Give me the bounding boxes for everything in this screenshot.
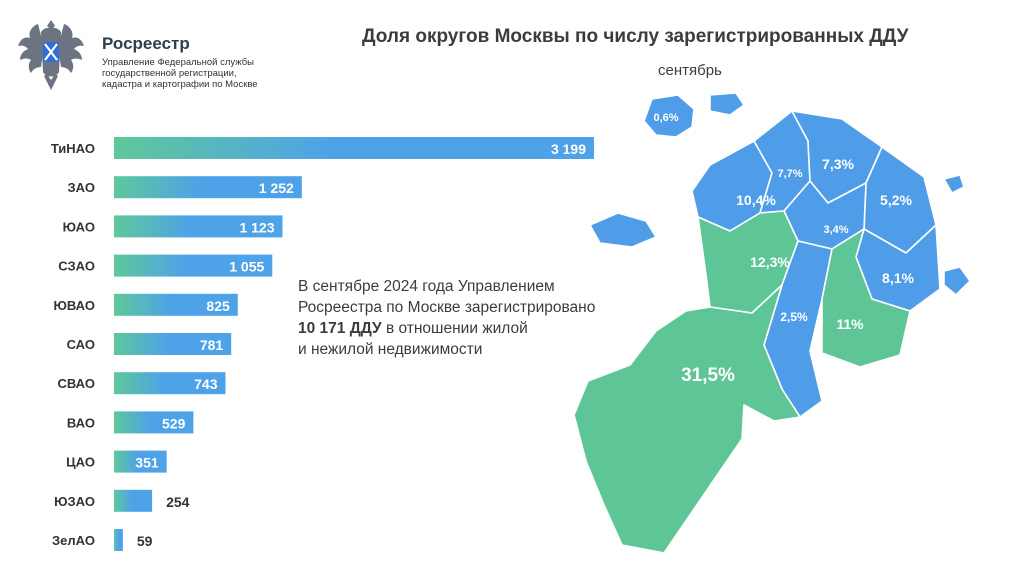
moscow-districts-map: 0,6% 7,7% 7,3% 10,4% 5,2% 3,4% 12,3% 8,1% 2,5% 11… — [573, 92, 971, 554]
rosreestr-emblem-logo — [18, 20, 84, 90]
map-share-label: 0,6% — [653, 112, 678, 124]
bar — [114, 215, 283, 238]
chart-title: Доля округов Москвы по числу зарегистрир… — [362, 26, 909, 47]
map-share-label: 5,2% — [880, 192, 912, 208]
note-line: 10 171 ДДУ в отношении жилой — [298, 318, 658, 339]
map-share-label: 11% — [836, 316, 864, 332]
brand-sub-line: Управление Федеральной службы — [102, 57, 254, 68]
category-label: ВАО — [67, 415, 95, 430]
map-island — [943, 266, 971, 296]
category-label: ЮЗАО — [54, 494, 95, 509]
map-share-label: 7,7% — [777, 168, 802, 180]
map-share-label: 3,4% — [823, 224, 848, 236]
brand-sub-line: кадастра и картографии по Москве — [102, 79, 258, 90]
category-label: САО — [67, 337, 95, 352]
category-label: СЗАО — [58, 259, 95, 274]
map-region-zelao — [643, 94, 695, 138]
category-label: СВАО — [58, 376, 95, 391]
summary-note: В сентябре 2024 года Управлением Росреес… — [298, 276, 658, 360]
map-share-label: 31,5% — [681, 365, 735, 386]
category-label: ЦАО — [66, 455, 95, 470]
map-share-label: 8,1% — [882, 270, 914, 286]
note-total: 10 171 ДДУ — [298, 320, 382, 337]
value-label: 529 — [162, 415, 186, 431]
map-region-uao — [821, 228, 911, 368]
category-label: ЮАО — [63, 219, 95, 234]
category-label: ТиНАО — [51, 141, 95, 156]
value-label: 743 — [194, 376, 218, 392]
value-label: 1 123 — [239, 219, 274, 235]
bar — [114, 333, 232, 355]
bar — [114, 176, 302, 199]
note-line: Росреестра по Москве зарегистрировано — [298, 299, 596, 316]
value-label: 254 — [166, 494, 190, 510]
note-line: и нежилой недвижимости — [298, 341, 483, 358]
brand-name: Росреестр — [102, 34, 190, 53]
map-share-label: 2,5% — [780, 310, 808, 324]
value-label: 1 055 — [229, 259, 264, 275]
chart-subtitle: сентябрь — [658, 62, 722, 79]
bar — [114, 254, 273, 277]
bar — [114, 411, 194, 434]
bar — [114, 372, 226, 395]
map-share-label: 10,4% — [736, 192, 776, 208]
category-label: ЗелАО — [52, 533, 95, 548]
value-label: 781 — [200, 337, 224, 353]
note-line: В сентябре 2024 года Управлением — [298, 278, 555, 295]
map-island — [589, 212, 657, 248]
value-label: 3 199 — [551, 141, 586, 157]
bar — [114, 529, 123, 551]
brand-subtitle: Управление Федеральной службы государств… — [102, 57, 302, 90]
note-text: в отношении жилой — [381, 320, 528, 337]
map-share-label: 12,3% — [750, 254, 790, 270]
value-label: 59 — [137, 533, 153, 549]
map-island — [943, 174, 965, 194]
bar — [114, 450, 167, 473]
category-label: ЮВАО — [54, 298, 95, 313]
value-label: 351 — [135, 455, 159, 471]
map-share-label: 7,3% — [822, 156, 854, 172]
map-region-tinao — [573, 284, 801, 554]
value-label: 1 252 — [259, 180, 294, 196]
value-label: 825 — [206, 298, 230, 314]
bar-chart: ТиНАО 3 199 ЗАО 1 252 ЮАО 1 123 СЗАО 1 055 ЮВАО 8… — [51, 137, 594, 551]
map-island — [709, 92, 745, 116]
bar — [114, 137, 594, 159]
bar — [114, 489, 153, 512]
brand-sub-line: государственной регистрации, — [102, 68, 237, 79]
bar — [114, 293, 238, 316]
category-label: ЗАО — [68, 180, 95, 195]
